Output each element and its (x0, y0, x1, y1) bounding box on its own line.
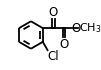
Text: CH$_3$: CH$_3$ (79, 21, 101, 35)
Text: O: O (59, 38, 69, 51)
Text: Cl: Cl (48, 50, 59, 63)
Text: O: O (49, 6, 58, 19)
Text: O: O (71, 22, 80, 35)
